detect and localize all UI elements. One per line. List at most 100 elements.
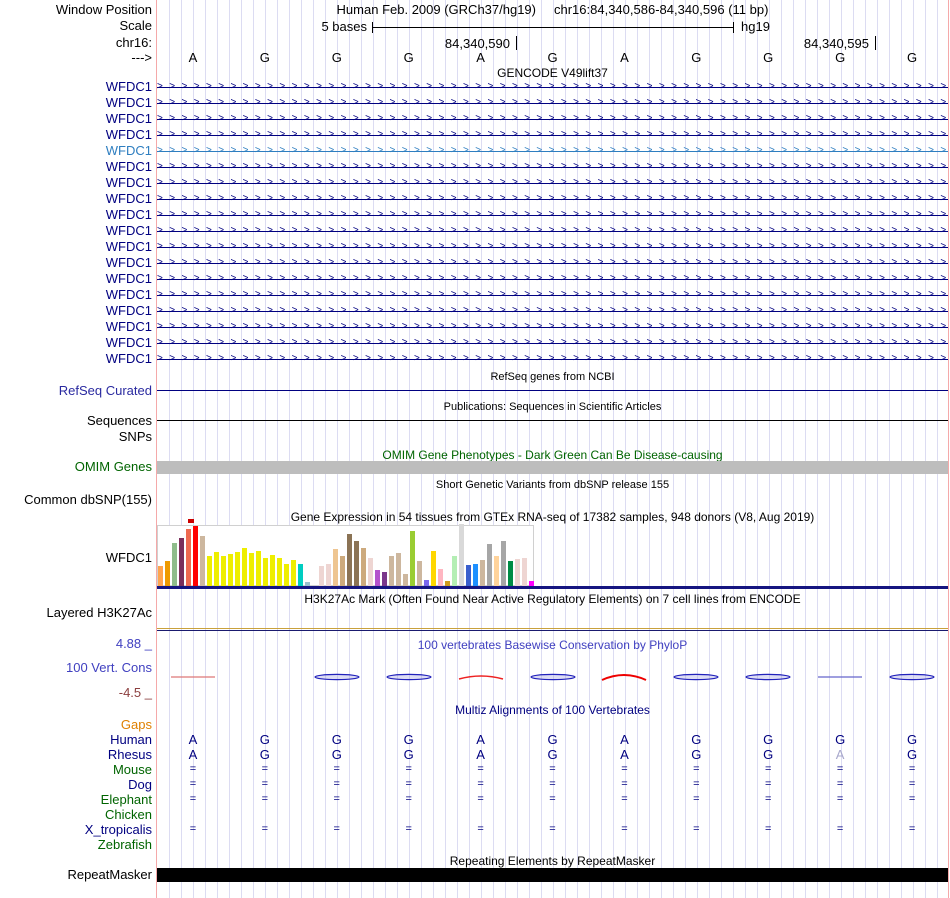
gencode-gene-label[interactable]: WFDC1: [105, 191, 152, 206]
gtex-tissue-bar[interactable]: [354, 541, 359, 586]
gtex-tissue-bar[interactable]: [249, 553, 254, 586]
gtex-tissue-bar[interactable]: [207, 556, 212, 586]
gtex-gene-label[interactable]: WFDC1: [105, 550, 152, 565]
gtex-tissue-bar[interactable]: [431, 551, 436, 586]
gtex-tissue-bar[interactable]: [298, 564, 303, 586]
transcript-direction-chevrons[interactable]: >>>>>>>>>>>>>>>>>>>>>>>>>>>>>>>>>>>>>>>>…: [157, 210, 948, 220]
gencode-gene-label[interactable]: WFDC1: [105, 175, 152, 190]
gtex-tissue-bar[interactable]: [235, 552, 240, 586]
transcript-intron-line[interactable]: [157, 359, 948, 360]
refseq-curated-item[interactable]: [157, 390, 948, 391]
gtex-tissue-bar[interactable]: [403, 574, 408, 586]
transcript-intron-line[interactable]: [157, 247, 948, 248]
gencode-gene-label[interactable]: WFDC1: [105, 111, 152, 126]
gtex-tissue-bar[interactable]: [347, 534, 352, 586]
transcript-direction-chevrons[interactable]: >>>>>>>>>>>>>>>>>>>>>>>>>>>>>>>>>>>>>>>>…: [157, 178, 948, 188]
transcript-direction-chevrons[interactable]: >>>>>>>>>>>>>>>>>>>>>>>>>>>>>>>>>>>>>>>>…: [157, 354, 948, 364]
gtex-tissue-bar[interactable]: [186, 529, 191, 586]
gtex-tissue-bar[interactable]: [291, 560, 296, 586]
gtex-tissue-bar[interactable]: [256, 551, 261, 586]
gtex-tissue-bar[interactable]: [368, 558, 373, 586]
transcript-intron-line[interactable]: [157, 311, 948, 312]
multiz-species-label[interactable]: Chicken: [105, 807, 152, 822]
gencode-gene-label[interactable]: WFDC1: [105, 143, 152, 158]
transcript-intron-line[interactable]: [157, 215, 948, 216]
gencode-gene-label[interactable]: WFDC1: [105, 335, 152, 350]
multiz-species-label[interactable]: Elephant: [100, 792, 152, 807]
transcript-intron-line[interactable]: [157, 151, 948, 152]
gtex-tissue-bar[interactable]: [319, 566, 324, 586]
gtex-tissue-bar[interactable]: [340, 556, 345, 586]
gtex-tissue-bar[interactable]: [522, 558, 527, 586]
transcript-direction-chevrons[interactable]: >>>>>>>>>>>>>>>>>>>>>>>>>>>>>>>>>>>>>>>>…: [157, 98, 948, 108]
transcript-intron-line[interactable]: [157, 279, 948, 280]
transcript-direction-chevrons[interactable]: >>>>>>>>>>>>>>>>>>>>>>>>>>>>>>>>>>>>>>>>…: [157, 130, 948, 140]
omim-gene-bar[interactable]: [157, 461, 948, 474]
transcript-intron-line[interactable]: [157, 199, 948, 200]
transcript-direction-chevrons[interactable]: >>>>>>>>>>>>>>>>>>>>>>>>>>>>>>>>>>>>>>>>…: [157, 146, 948, 156]
common-dbsnp-label[interactable]: Common dbSNP(155): [24, 492, 152, 507]
gtex-tissue-bar[interactable]: [305, 582, 310, 586]
gencode-gene-label[interactable]: WFDC1: [105, 207, 152, 222]
gtex-tissue-bar[interactable]: [417, 561, 422, 586]
transcript-intron-line[interactable]: [157, 343, 948, 344]
gtex-tissue-bar[interactable]: [326, 564, 331, 586]
multiz-species-label[interactable]: Rhesus: [107, 747, 152, 762]
gencode-gene-label[interactable]: WFDC1: [105, 159, 152, 174]
gtex-tissue-bar[interactable]: [172, 543, 177, 586]
gtex-tissue-bar[interactable]: [361, 548, 366, 586]
gencode-gene-label[interactable]: WFDC1: [105, 127, 152, 142]
transcript-intron-line[interactable]: [157, 167, 948, 168]
gtex-tissue-bar[interactable]: [263, 558, 268, 586]
gtex-tissue-bar[interactable]: [424, 580, 429, 586]
layered-h3k27ac-label[interactable]: Layered H3K27Ac: [46, 605, 152, 620]
multiz-species-label[interactable]: Zebrafish: [97, 837, 152, 852]
gtex-tissue-bar[interactable]: [480, 560, 485, 586]
multiz-species-label[interactable]: Human: [110, 732, 152, 747]
gtex-tissue-bar[interactable]: [389, 556, 394, 586]
transcript-intron-line[interactable]: [157, 183, 948, 184]
gencode-gene-label[interactable]: WFDC1: [105, 319, 152, 334]
gtex-tissue-bar[interactable]: [396, 553, 401, 586]
gtex-tissue-bar[interactable]: [410, 531, 415, 586]
gtex-tissue-bar[interactable]: [200, 536, 205, 586]
gencode-gene-label[interactable]: WFDC1: [105, 79, 152, 94]
gtex-tissue-bar[interactable]: [445, 581, 450, 586]
vert-cons-label[interactable]: 100 Vert. Cons: [66, 660, 152, 675]
dbsnp-variant-tick[interactable]: [188, 519, 194, 523]
transcript-direction-chevrons[interactable]: >>>>>>>>>>>>>>>>>>>>>>>>>>>>>>>>>>>>>>>>…: [157, 274, 948, 284]
gtex-tissue-bar[interactable]: [375, 570, 380, 586]
gtex-tissue-bar[interactable]: [382, 572, 387, 586]
transcript-intron-line[interactable]: [157, 119, 948, 120]
gencode-gene-label[interactable]: WFDC1: [105, 303, 152, 318]
gencode-gene-label[interactable]: WFDC1: [105, 351, 152, 366]
transcript-intron-line[interactable]: [157, 103, 948, 104]
gtex-tissue-bar[interactable]: [214, 552, 219, 586]
transcript-direction-chevrons[interactable]: >>>>>>>>>>>>>>>>>>>>>>>>>>>>>>>>>>>>>>>>…: [157, 258, 948, 268]
transcript-intron-line[interactable]: [157, 135, 948, 136]
omim-genes-label[interactable]: OMIM Genes: [74, 459, 152, 474]
gtex-tissue-bar[interactable]: [466, 565, 471, 586]
transcript-intron-line[interactable]: [157, 87, 948, 88]
transcript-direction-chevrons[interactable]: >>>>>>>>>>>>>>>>>>>>>>>>>>>>>>>>>>>>>>>>…: [157, 162, 948, 172]
gtex-tissue-bar[interactable]: [284, 564, 289, 586]
transcript-direction-chevrons[interactable]: >>>>>>>>>>>>>>>>>>>>>>>>>>>>>>>>>>>>>>>>…: [157, 114, 948, 124]
snps-label[interactable]: SNPs: [118, 429, 152, 444]
sequences-label[interactable]: Sequences: [86, 413, 152, 428]
transcript-direction-chevrons[interactable]: >>>>>>>>>>>>>>>>>>>>>>>>>>>>>>>>>>>>>>>>…: [157, 82, 948, 92]
transcript-intron-line[interactable]: [157, 327, 948, 328]
gtex-tissue-bar[interactable]: [333, 549, 338, 586]
gencode-gene-label[interactable]: WFDC1: [105, 271, 152, 286]
gencode-gene-label[interactable]: WFDC1: [105, 239, 152, 254]
gencode-gene-label[interactable]: WFDC1: [105, 95, 152, 110]
gencode-gene-label[interactable]: WFDC1: [105, 287, 152, 302]
gtex-tissue-bar[interactable]: [228, 554, 233, 586]
gtex-tissue-bar[interactable]: [193, 526, 198, 586]
gtex-tissue-bar[interactable]: [508, 561, 513, 586]
transcript-direction-chevrons[interactable]: >>>>>>>>>>>>>>>>>>>>>>>>>>>>>>>>>>>>>>>>…: [157, 290, 948, 300]
transcript-direction-chevrons[interactable]: >>>>>>>>>>>>>>>>>>>>>>>>>>>>>>>>>>>>>>>>…: [157, 338, 948, 348]
gtex-tissue-bar[interactable]: [459, 524, 464, 586]
multiz-species-label[interactable]: Gaps: [120, 717, 152, 732]
gtex-tissue-bar[interactable]: [529, 581, 534, 586]
gtex-tissue-bar[interactable]: [494, 556, 499, 586]
